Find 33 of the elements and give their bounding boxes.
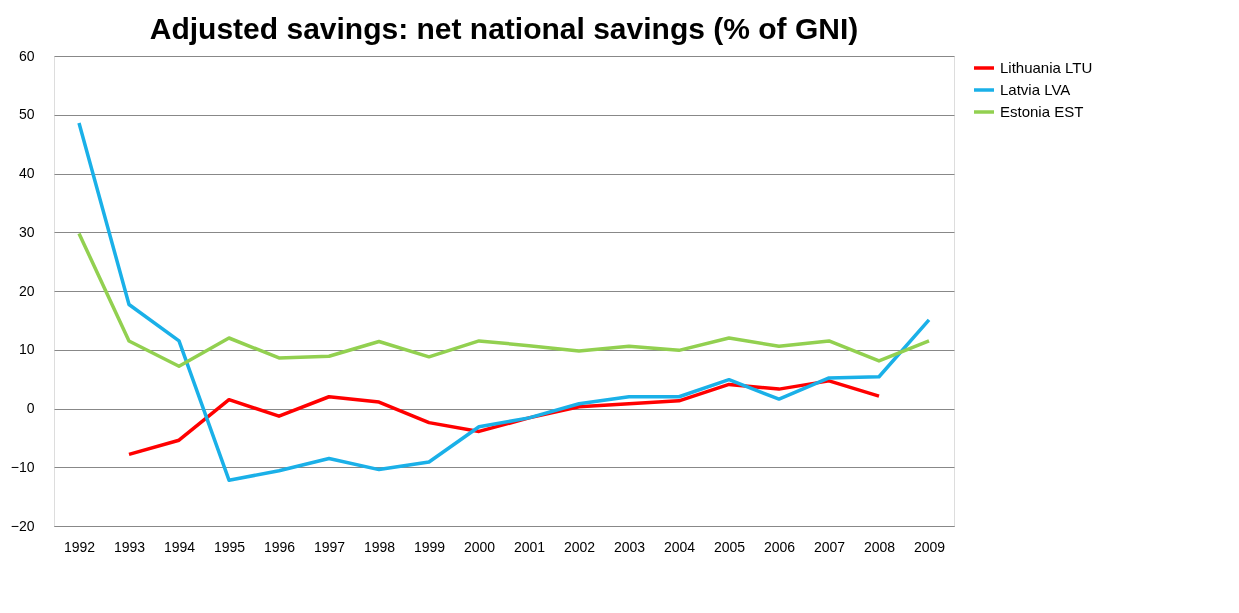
x-tick-label: 1994 [163,538,196,555]
legend-label: Lithuania LTU [1000,59,1093,76]
x-tick-label: 1998 [363,538,396,555]
legend-label: Latvia LVA [1000,81,1071,98]
y-tick-label: 0 [26,400,35,416]
y-tick-label: 20 [18,282,35,299]
y-tick-label: −10 [10,458,35,475]
x-tick-label: 2000 [463,538,496,555]
x-tick-label: 2005 [713,538,746,555]
x-tick-label: 1999 [413,538,446,555]
y-tick-label: 40 [18,165,35,181]
y-tick-label: 60 [18,47,35,64]
x-tick-label: 1996 [263,538,296,555]
x-tick-label: 2009 [913,538,946,555]
x-tick-label: 2006 [763,538,796,555]
x-tick-label: 2008 [863,538,896,555]
legend-label: Estonia EST [1000,103,1084,120]
y-tick-label: −20 [10,517,35,534]
y-tick-label: 10 [18,341,35,358]
x-tick-label: 2001 [513,538,546,555]
line-series [77,121,931,482]
x-tick-label: 1997 [313,538,346,555]
y-tick-label: 30 [18,223,35,240]
x-tick-label: 1993 [113,538,146,555]
x-tick-label: 2003 [613,538,646,555]
x-tick-label: 2004 [663,538,696,555]
chart-title: Adjusted savings: net national savings (% of GNI) [149,12,859,45]
x-tick-label: 1995 [213,538,246,555]
x-tick-label: 1992 [63,538,96,555]
line-series [77,231,931,368]
y-tick-label: 50 [18,106,35,123]
x-tick-label: 2002 [563,538,596,555]
x-tick-label: 2007 [813,538,846,555]
